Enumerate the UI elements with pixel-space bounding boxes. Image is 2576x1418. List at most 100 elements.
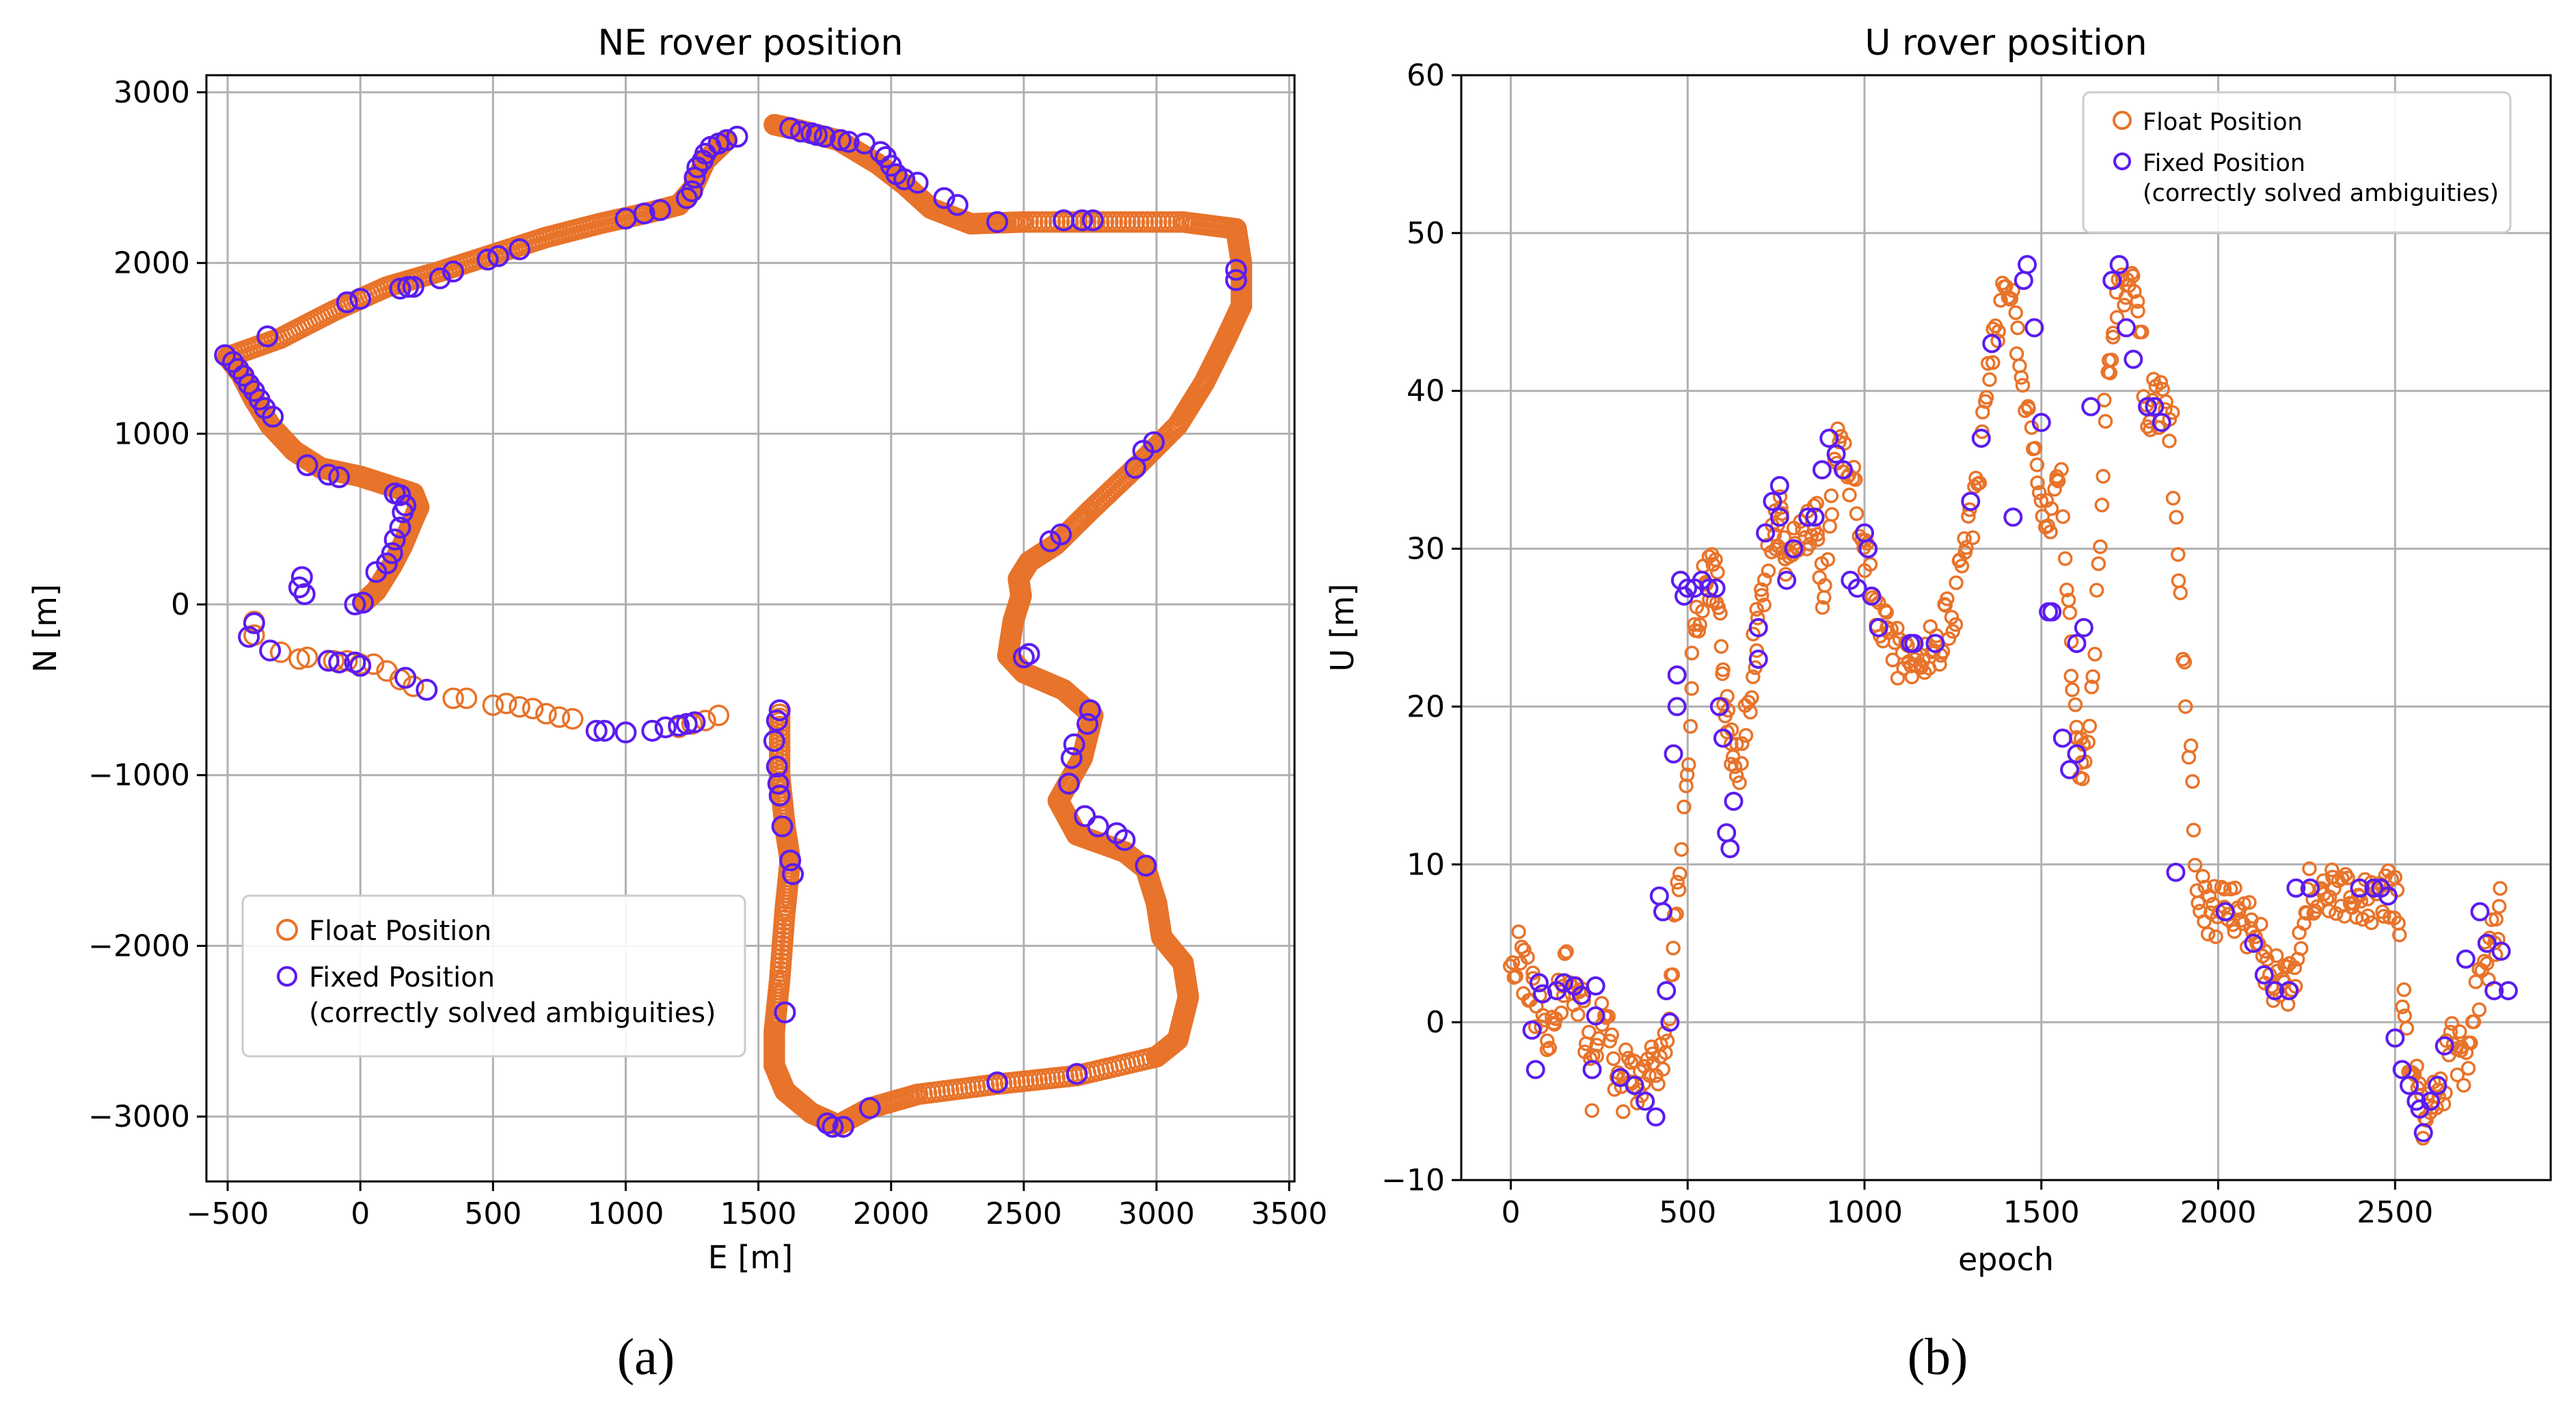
legend-float-label-b: Float Position bbox=[2143, 109, 2303, 136]
float-point bbox=[2104, 352, 2119, 368]
float-point bbox=[2183, 738, 2199, 753]
y-tick-label: 0 bbox=[171, 587, 190, 622]
fixed-point bbox=[227, 358, 249, 380]
float-point bbox=[1932, 656, 1947, 672]
fixed-series-a bbox=[214, 117, 1247, 1138]
float-point bbox=[1879, 605, 1894, 620]
fixed-point bbox=[2456, 949, 2476, 969]
float-point bbox=[1940, 591, 1955, 606]
float-point bbox=[2027, 440, 2043, 456]
x-ticks-a: −500 0 500 1000 1500 2000 2500 3000 3500 bbox=[187, 1181, 1327, 1231]
fixed-point bbox=[1533, 984, 1553, 1004]
float-point bbox=[2396, 982, 2412, 998]
fixed-point bbox=[344, 651, 366, 673]
float-point bbox=[1757, 598, 1772, 613]
y-tick-label: 30 bbox=[1407, 532, 1445, 567]
x-tick-label: 2500 bbox=[986, 1196, 1062, 1231]
float-point bbox=[2340, 870, 2355, 885]
fixed-point bbox=[782, 863, 804, 885]
float-point bbox=[2085, 669, 2100, 684]
x-tick-label: −500 bbox=[187, 1196, 269, 1231]
float-point bbox=[2200, 926, 2216, 941]
float-point bbox=[2293, 941, 2309, 956]
float-series-b bbox=[1502, 265, 2508, 1146]
float-point bbox=[1847, 472, 1863, 487]
fixed-point bbox=[2378, 886, 2398, 906]
fixed-point bbox=[1526, 1060, 1545, 1080]
float-point bbox=[1605, 1051, 1621, 1067]
float-point bbox=[1542, 1041, 1557, 1056]
float-point bbox=[1732, 775, 1747, 790]
float-point bbox=[2015, 377, 2031, 393]
float-point bbox=[296, 646, 318, 669]
fixed-point bbox=[2145, 397, 2165, 416]
x-tick-label: 2500 bbox=[2357, 1195, 2433, 1230]
fixed-point bbox=[2350, 878, 2370, 898]
float-point bbox=[2057, 551, 2073, 566]
float-point bbox=[1554, 1005, 1569, 1021]
plot-frame-a bbox=[205, 74, 1296, 1183]
fixed-point bbox=[290, 566, 313, 589]
float-point bbox=[1559, 944, 1574, 959]
x-tick-label: 500 bbox=[464, 1196, 521, 1231]
float-point bbox=[2134, 324, 2150, 340]
float-point bbox=[2024, 420, 2039, 435]
float-point bbox=[2075, 771, 2090, 786]
fixed-point bbox=[243, 612, 265, 634]
float-point bbox=[2178, 699, 2193, 714]
legend-fixed-label-b: Fixed Position bbox=[2143, 150, 2305, 177]
fixed-point bbox=[1717, 823, 1737, 843]
float-point bbox=[2093, 539, 2108, 554]
float-point bbox=[1695, 604, 1710, 619]
float-point bbox=[1683, 719, 1698, 734]
fixed-point bbox=[259, 639, 282, 662]
fixed-point bbox=[1039, 530, 1061, 552]
float-point bbox=[2322, 889, 2337, 905]
fixed-point bbox=[771, 815, 794, 838]
float-point bbox=[2031, 485, 2047, 500]
float-point bbox=[1710, 565, 1725, 580]
fixed-point bbox=[1571, 985, 1591, 1005]
float-point bbox=[2288, 978, 2303, 994]
float-point bbox=[1810, 526, 1825, 542]
fixed-point bbox=[349, 288, 372, 310]
fixed-point bbox=[906, 172, 929, 194]
fixed-point bbox=[832, 1116, 854, 1138]
float-point bbox=[1985, 355, 2001, 371]
float-point bbox=[2236, 916, 2251, 931]
fixed-point bbox=[675, 187, 698, 209]
fixed-point bbox=[1057, 773, 1080, 795]
float-point bbox=[455, 687, 478, 710]
float-point bbox=[1716, 662, 1731, 678]
fixed-point bbox=[986, 1071, 1009, 1094]
fixed-point bbox=[1660, 1013, 1680, 1032]
float-point bbox=[2426, 1074, 2441, 1090]
float-point bbox=[2030, 475, 2045, 491]
fixed-point bbox=[429, 267, 451, 290]
fixed-point bbox=[2215, 902, 2235, 922]
float-point bbox=[2098, 414, 2113, 429]
legend-float-marker-a bbox=[276, 919, 298, 941]
fixed-point bbox=[1748, 618, 1768, 637]
float-point bbox=[2493, 881, 2508, 896]
float-point bbox=[1746, 626, 1761, 642]
float-point bbox=[1651, 1076, 1666, 1092]
fixed-point bbox=[1079, 699, 1102, 721]
float-point bbox=[2080, 734, 2096, 750]
float-point bbox=[1677, 799, 1692, 814]
legend-b: Float Position Fixed Position (correctly… bbox=[2082, 91, 2512, 234]
float-point bbox=[1820, 552, 1836, 567]
float-point bbox=[2456, 1078, 2471, 1093]
fixed-point bbox=[2166, 862, 2186, 882]
fixed-point bbox=[1071, 209, 1094, 232]
fixed-point bbox=[765, 755, 788, 778]
fixed-point bbox=[2109, 255, 2129, 275]
x-tick-label: 1500 bbox=[2003, 1195, 2080, 1230]
float-point bbox=[1691, 624, 1707, 639]
float-point bbox=[2105, 330, 2121, 345]
fixed-point bbox=[383, 529, 406, 551]
fixed-point bbox=[2301, 878, 2320, 898]
float-point bbox=[1823, 488, 1839, 503]
float-point bbox=[2287, 960, 2303, 976]
fixed-point bbox=[416, 678, 438, 701]
